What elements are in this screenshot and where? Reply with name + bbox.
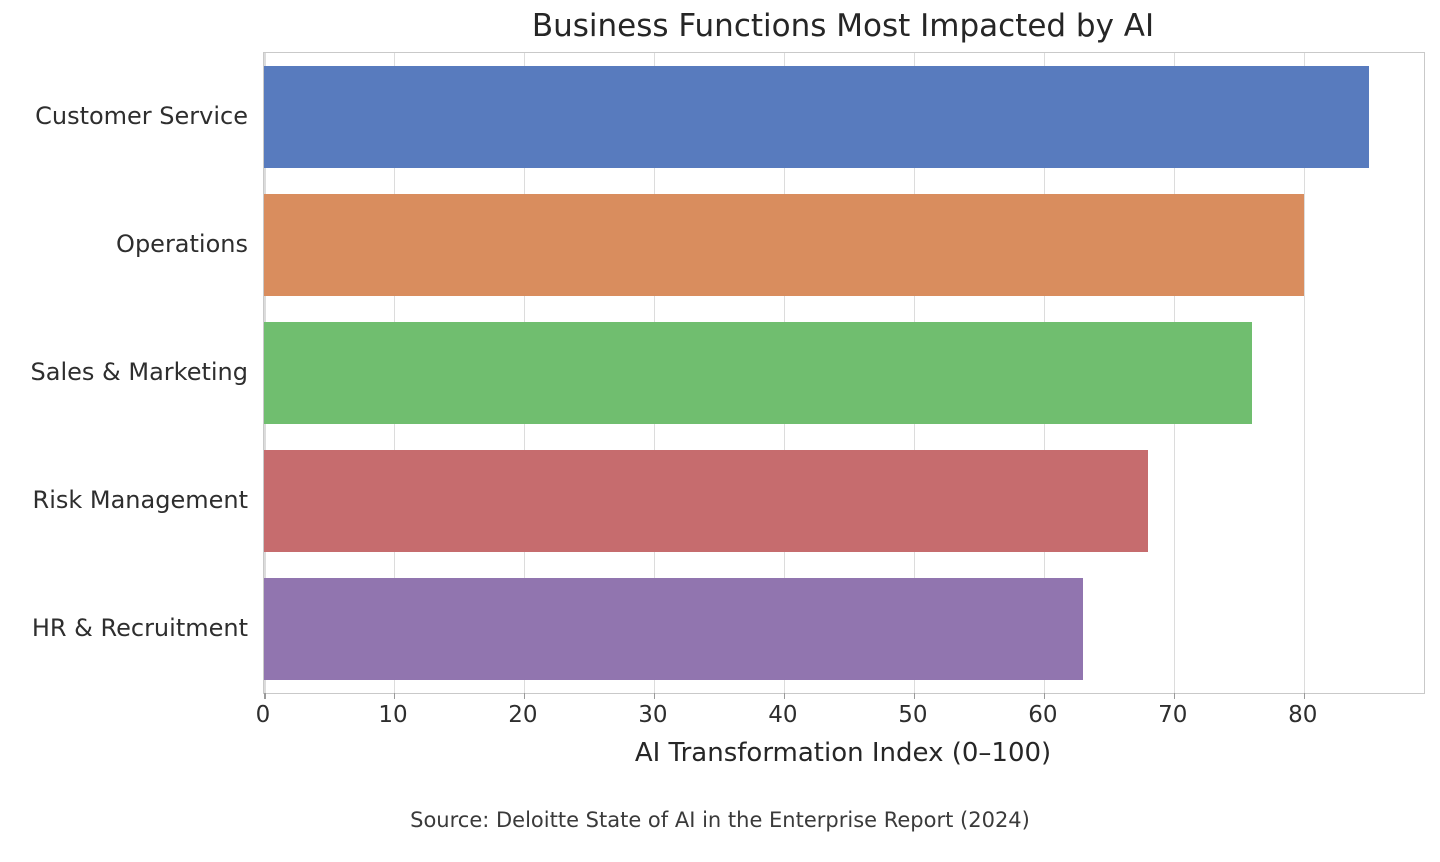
x-tick-label-20: 20 bbox=[508, 702, 538, 728]
gridline-x-80 bbox=[1303, 53, 1306, 693]
x-tick-label-80: 80 bbox=[1288, 702, 1318, 728]
x-tickmark-0 bbox=[264, 693, 266, 699]
x-tick-label-40: 40 bbox=[768, 702, 798, 728]
bar-risk-management bbox=[264, 449, 1148, 553]
y-tick-label-risk-management: Risk Management bbox=[32, 486, 248, 514]
bar-operations bbox=[264, 193, 1304, 297]
x-tickmark-40 bbox=[783, 693, 786, 699]
bar-hr-recruitment bbox=[264, 577, 1083, 681]
x-tick-label-60: 60 bbox=[1028, 702, 1058, 728]
bar-customer-service bbox=[264, 65, 1369, 169]
x-tickmark-80 bbox=[1303, 693, 1306, 699]
x-tickmark-70 bbox=[1173, 693, 1176, 699]
y-tick-label-hr-recruitment: HR & Recruitment bbox=[31, 614, 248, 642]
bar-sales-marketing bbox=[264, 321, 1252, 425]
y-tick-label-customer-service: Customer Service bbox=[35, 102, 248, 130]
y-tick-label-operations: Operations bbox=[116, 230, 248, 258]
x-tick-label-10: 10 bbox=[378, 702, 408, 728]
x-tickmark-30 bbox=[653, 693, 656, 699]
chart-title: Business Functions Most Impacted by AI bbox=[531, 8, 1155, 44]
x-tick-label-50: 50 bbox=[898, 702, 928, 728]
y-tick-label-sales-marketing: Sales & Marketing bbox=[30, 358, 248, 386]
x-tickmark-20 bbox=[523, 693, 526, 699]
source-note: Source: Deloitte State of AI in the Ente… bbox=[410, 808, 1030, 832]
x-tick-label-30: 30 bbox=[638, 702, 668, 728]
x-tickmark-60 bbox=[1043, 693, 1046, 699]
x-axis-label: AI Transformation Index (0–100) bbox=[634, 738, 1052, 768]
plot-area bbox=[263, 52, 1425, 699]
x-tick-label-0: 0 bbox=[255, 702, 271, 728]
x-tickmark-10 bbox=[393, 693, 396, 699]
x-tick-label-70: 70 bbox=[1158, 702, 1188, 728]
x-tickmark-50 bbox=[913, 693, 916, 699]
